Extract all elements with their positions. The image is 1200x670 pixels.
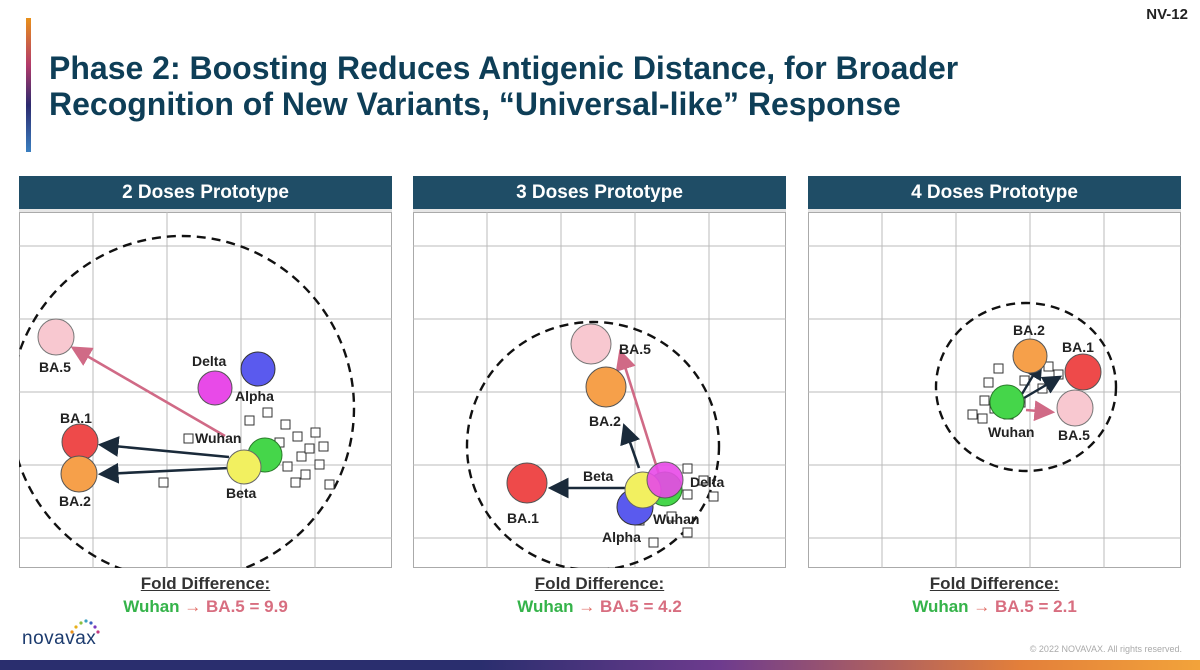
label-alpha: Alpha	[602, 529, 641, 545]
novavax-logo-icon	[70, 619, 100, 634]
panel-header: 4 Doses Prototype	[808, 176, 1181, 212]
label-delta: Delta	[690, 474, 724, 490]
label-wuhan: Wuhan	[195, 430, 241, 446]
label-ba2: BA.2	[589, 413, 621, 429]
fold-title: Fold Difference:	[929, 574, 1060, 593]
arrow-to-ba1	[1023, 375, 1063, 400]
fold-result: BA.5 = 2.1	[995, 597, 1077, 616]
ba2-circle	[585, 366, 627, 408]
arrow-to-ba2	[97, 462, 230, 484]
ba1-circle	[1064, 353, 1102, 391]
label-ba1: BA.1	[507, 510, 539, 526]
antigenic-range-circle	[465, 320, 721, 568]
antigenic-map-3-doses: BA.5 BA.2 Beta Delta BA.1 Wuhan Alpha	[413, 212, 786, 568]
label-wuhan: Wuhan	[988, 424, 1034, 440]
ba2-circle	[1012, 338, 1048, 374]
grid	[19, 212, 392, 568]
copyright: © 2022 NOVAVAX. All rights reserved.	[1029, 644, 1182, 654]
fold-result: BA.5 = 9.9	[206, 597, 288, 616]
ba5-circle	[37, 318, 75, 356]
wuhan-circle	[989, 384, 1025, 420]
fold-arrow-icon: →	[578, 597, 596, 616]
label-ba5: BA.5	[39, 359, 71, 375]
fold-value: Wuhan → BA.5 = 9.9	[19, 595, 392, 618]
antigenic-map-4-doses: BA.2 BA.1 Wuhan BA.5	[808, 212, 1181, 568]
title-line-1: Phase 2: Boosting Reduces Antigenic Dist…	[49, 50, 959, 86]
arrow-wuhan-to-ba5	[70, 346, 226, 438]
arrow-to-ba1	[97, 436, 230, 459]
ba5-circle	[1056, 389, 1094, 427]
label-ba1: BA.1	[60, 410, 92, 426]
panel-header: 3 Doses Prototype	[413, 176, 786, 212]
label-ba2: BA.2	[1013, 322, 1045, 338]
arrow-wuhan-to-ba5	[1025, 400, 1056, 422]
fold-title: Fold Difference:	[534, 574, 665, 593]
beta-circle	[226, 449, 262, 485]
title-line-2: Recognition of New Variants, “Universal-…	[49, 86, 901, 122]
bottom-band	[0, 660, 1200, 670]
antigenic-range-circle	[19, 234, 356, 568]
delta-circle	[646, 461, 684, 499]
fold-wuhan: Wuhan	[123, 597, 180, 616]
slide-id: NV-12	[1146, 6, 1188, 23]
panel-4-doses: 4 Doses Prototype BA	[808, 176, 1181, 568]
label-beta: Beta	[226, 485, 257, 501]
accent-bar	[26, 18, 31, 152]
fold-arrow-icon: →	[973, 597, 991, 616]
label-ba1: BA.1	[1062, 339, 1094, 355]
ba1-circle	[506, 462, 548, 504]
ba2-circle	[60, 455, 98, 493]
fold-value: Wuhan → BA.5 = 4.2	[413, 595, 786, 618]
label-delta: Delta	[192, 353, 226, 369]
delta-circle	[197, 370, 233, 406]
fold-title: Fold Difference:	[140, 574, 271, 593]
fold-difference-3-doses: Fold Difference: Wuhan → BA.5 = 4.2	[413, 572, 786, 618]
ba5-circle	[570, 323, 612, 365]
fold-arrow-icon: →	[184, 597, 202, 616]
panel-3-doses: 3 Doses Prototype B	[413, 176, 786, 568]
fold-wuhan: Wuhan	[517, 597, 574, 616]
alpha-circle	[240, 351, 276, 387]
label-ba5: BA.5	[1058, 427, 1090, 443]
panel-header: 2 Doses Prototype	[19, 176, 392, 212]
label-beta: Beta	[583, 468, 614, 484]
antigenic-map-2-doses: BA.5 Delta Alpha BA.1 Wuhan BA.2 Beta	[19, 212, 392, 568]
label-ba2: BA.2	[59, 493, 91, 509]
novavax-logo: novavax	[22, 628, 97, 649]
fold-result: BA.5 = 4.2	[600, 597, 682, 616]
ba1-circle	[61, 423, 99, 461]
fold-wuhan: Wuhan	[912, 597, 969, 616]
arrow-to-ba2	[620, 423, 641, 469]
label-ba5: BA.5	[619, 341, 651, 357]
label-wuhan: Wuhan	[653, 511, 699, 527]
panel-2-doses: 2 Doses Prototype	[19, 176, 392, 568]
fold-difference-2-doses: Fold Difference: Wuhan → BA.5 = 9.9	[19, 572, 392, 618]
fold-difference-4-doses: Fold Difference: Wuhan → BA.5 = 2.1	[808, 572, 1181, 618]
antigenic-range-circle	[934, 301, 1118, 473]
label-alpha: Alpha	[235, 388, 274, 404]
page-title: Phase 2: Boosting Reduces Antigenic Dist…	[49, 50, 1179, 122]
fold-value: Wuhan → BA.5 = 2.1	[808, 595, 1181, 618]
